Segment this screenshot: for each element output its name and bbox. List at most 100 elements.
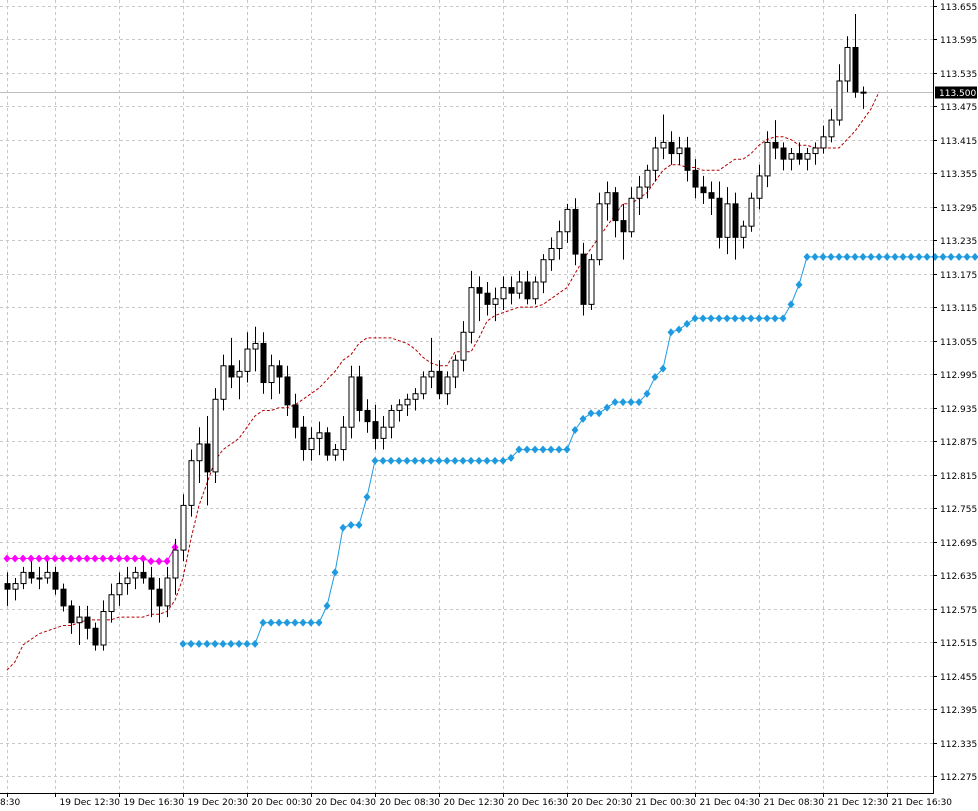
candle [716,181,723,249]
lower-stop-point [683,319,691,328]
candle-body [452,359,459,378]
candle-body [372,421,379,439]
candle-body [252,342,259,350]
lower-stop-point [291,618,299,627]
candle-body [68,605,75,624]
lower-stop-point [635,398,643,407]
upper-stop-point [3,554,11,563]
candle [188,449,195,517]
upper-stop-point [27,554,35,563]
candle [428,337,435,389]
candle-body [780,147,787,160]
candle [844,36,851,93]
lower-stop-point [723,314,731,323]
candle [140,561,147,584]
candle-body [796,153,803,160]
candle-body [684,147,691,171]
price-tick-label: 112.995 [940,371,977,381]
candle [444,371,451,405]
candle [692,159,699,199]
candle-body [468,287,475,333]
channel-line-series [6,91,880,671]
lower-stop-point [491,456,499,465]
price-tick-label: 113.415 [940,137,977,147]
candle-body [668,141,675,155]
candle [68,600,75,634]
candle-body [364,409,371,423]
lower-stop-point [507,453,515,462]
candle [508,276,515,305]
lower-stop-point [891,252,899,261]
lower-stop-point [203,639,211,648]
candle [156,577,163,623]
time-tick-label: 21 Dec 00:30 [636,798,697,808]
candle [500,276,507,310]
candle [4,572,11,606]
candle [860,86,867,109]
candle-body [404,398,411,406]
lower-stop-point [243,639,251,648]
candle [116,572,123,606]
candle-body [764,141,771,177]
candle [412,388,419,411]
price-tick-label: 113.115 [940,304,977,314]
lower-stop-point [947,252,955,261]
candle [436,360,443,400]
candle-body [484,292,491,305]
candle-body [100,611,107,646]
lower-stop-point [931,252,939,261]
time-tick-label: 19 Dec 16:30 [124,798,185,808]
candle-body [596,203,603,261]
lower-stop-point [851,252,859,261]
lower-stop-point [371,456,379,465]
candle-body [444,376,451,395]
candle [724,187,731,255]
lower-stop-point [707,314,715,323]
candle [636,175,643,216]
candle-body [708,192,715,199]
candle [28,561,35,584]
price-tick-label: 112.575 [940,606,977,616]
current-price-tag-label: 113.500 [939,89,976,99]
upper-stop-point [67,554,75,563]
candle [316,421,323,456]
lower-stop-point [843,252,851,261]
candle [36,566,43,590]
lower-stop-point [899,252,907,261]
candlestick-series [4,13,867,651]
candle [204,416,211,506]
price-tick-label: 112.695 [940,539,977,549]
candle-body [316,432,323,439]
candle-body [340,426,347,451]
upper-stop-line [7,547,176,562]
lower-stop-point [587,409,595,418]
candle [540,254,547,294]
candle [236,360,243,400]
candle-body [76,616,83,624]
candle-body [308,437,315,451]
candle [556,220,563,260]
lower-stop-point [611,398,619,407]
lower-stop-point [955,252,963,261]
price-tick-label: 112.455 [940,673,977,683]
candle-body [172,549,179,579]
candle-body [356,376,363,411]
upper-stop-point [163,557,171,566]
price-tick-label: 112.395 [940,706,977,716]
candle [268,354,275,400]
candle [764,131,771,188]
candle-body [380,426,387,439]
candle-body [844,46,851,82]
lower-stop-point [763,314,771,323]
candle-body [36,577,43,580]
time-tick-label: 21 Dec 08:30 [764,798,825,808]
lower-stop-point [267,618,275,627]
candle-body [644,169,651,188]
candle [228,337,235,389]
lower-stop-point [179,639,187,648]
candle-body [108,594,115,613]
candle [308,427,315,461]
candle [524,270,531,305]
candle [348,365,355,439]
